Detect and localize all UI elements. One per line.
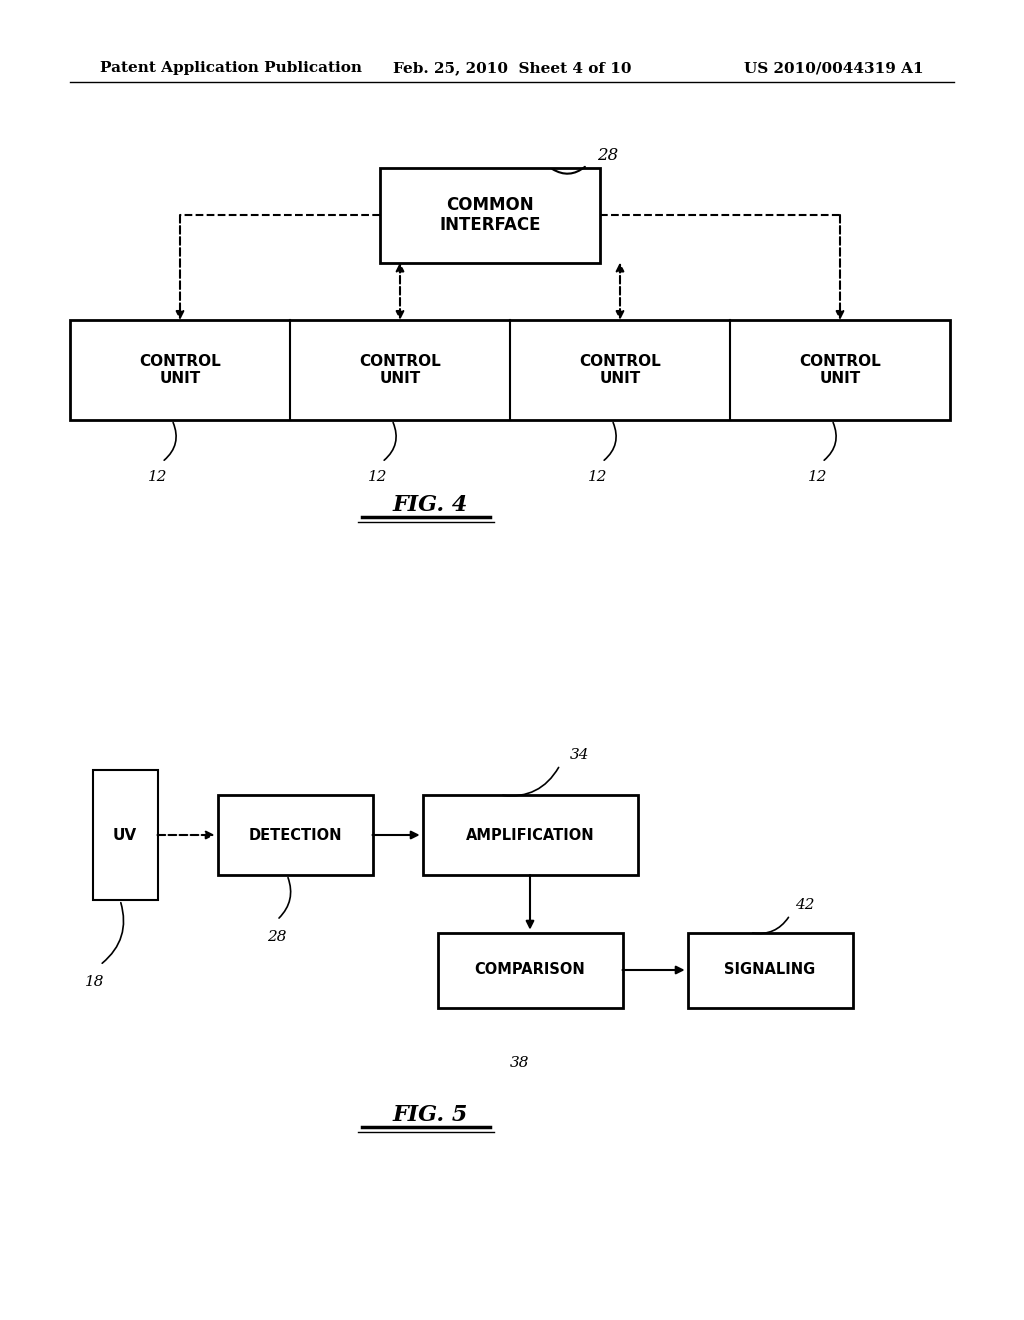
Text: CONTROL
UNIT: CONTROL UNIT [139, 354, 221, 387]
Text: US 2010/0044319 A1: US 2010/0044319 A1 [744, 61, 924, 75]
Bar [687, 932, 853, 1007]
Text: DETECTION: DETECTION [248, 828, 342, 842]
Text: CONTROL
UNIT: CONTROL UNIT [359, 354, 441, 387]
Text: COMMON
INTERFACE: COMMON INTERFACE [439, 195, 541, 235]
Bar [92, 770, 158, 900]
Bar [217, 795, 373, 875]
Text: 42: 42 [795, 898, 814, 912]
Text: CONTROL
UNIT: CONTROL UNIT [799, 354, 881, 387]
Bar [70, 319, 950, 420]
Text: 12: 12 [148, 470, 168, 484]
Bar [437, 932, 623, 1007]
Text: 38: 38 [510, 1056, 529, 1071]
Text: FIG. 5: FIG. 5 [392, 1104, 468, 1126]
Bar [380, 168, 600, 263]
Text: 12: 12 [808, 470, 827, 484]
Text: CONTROL
UNIT: CONTROL UNIT [580, 354, 660, 387]
Bar [423, 795, 638, 875]
Text: Patent Application Publication: Patent Application Publication [100, 61, 362, 75]
Text: SIGNALING: SIGNALING [724, 962, 816, 978]
Text: 12: 12 [588, 470, 608, 484]
Text: UV: UV [113, 828, 137, 842]
Text: Feb. 25, 2010  Sheet 4 of 10: Feb. 25, 2010 Sheet 4 of 10 [393, 61, 631, 75]
Text: 34: 34 [570, 748, 590, 762]
Text: 12: 12 [369, 470, 388, 484]
Text: 28: 28 [267, 931, 287, 944]
Text: COMPARISON: COMPARISON [475, 962, 586, 978]
Text: 28: 28 [597, 147, 618, 164]
Text: FIG. 4: FIG. 4 [392, 494, 468, 516]
Text: 18: 18 [85, 975, 104, 989]
Text: AMPLIFICATION: AMPLIFICATION [466, 828, 594, 842]
